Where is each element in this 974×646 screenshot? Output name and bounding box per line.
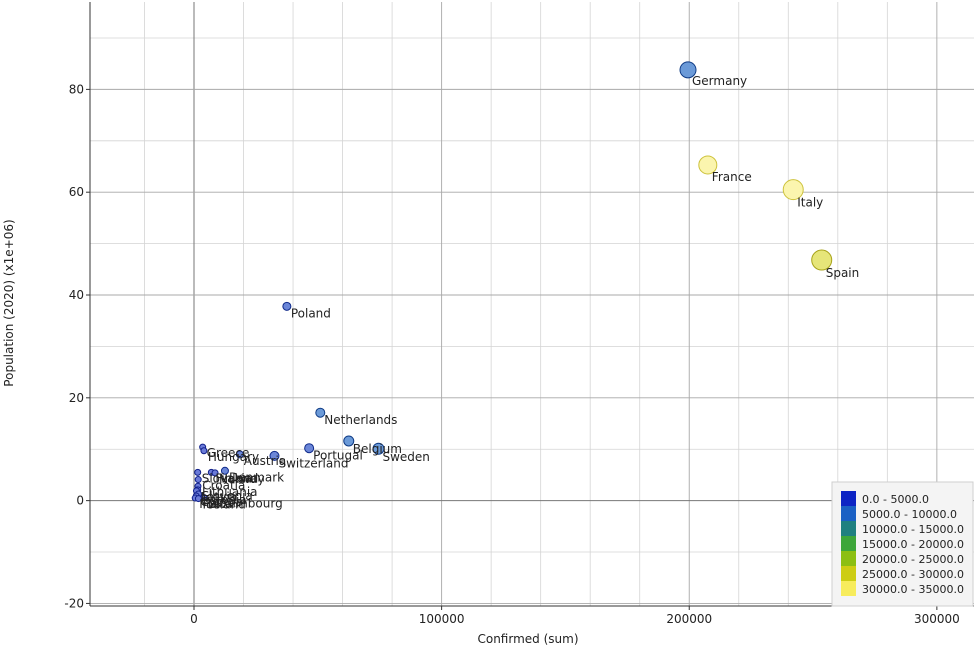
legend-swatch [841, 506, 856, 521]
data-point [200, 447, 208, 455]
data-point-label: Switzerland [278, 456, 348, 470]
y-axis-label: Population (2020) (x1e+06) [2, 219, 16, 386]
x-tick-label: 200000 [666, 612, 712, 626]
data-point-label: Hungary [208, 450, 259, 464]
y-tick-label: 20 [69, 391, 84, 405]
data-point [220, 466, 229, 475]
data-point-label: Spain [826, 266, 860, 280]
legend-swatch [841, 491, 856, 506]
data-point-label: Lithuania [202, 485, 258, 499]
data-point-label: Poland [291, 306, 331, 320]
legend-label: 30000.0 - 35000.0 [862, 583, 964, 596]
data-point-label: Norway [219, 472, 265, 486]
data-point-label: Netherlands [324, 413, 397, 427]
data-point-label: France [712, 170, 752, 184]
data-point-label: Latvia [200, 490, 237, 504]
data-point [194, 476, 202, 484]
legend-label: 10000.0 - 15000.0 [862, 523, 964, 536]
data-point-label: Cyprus [200, 495, 242, 509]
data-point-label: Finland [215, 471, 258, 485]
data-point-label: Portugal [313, 449, 363, 463]
x-axis-label: Confirmed (sum) [477, 632, 578, 646]
data-point-label: Malta [199, 497, 232, 511]
data-point [698, 155, 718, 175]
data-point-label: Italy [797, 196, 823, 210]
legend-swatch [841, 551, 856, 566]
data-point [194, 468, 202, 476]
data-point-label: Sweden [382, 450, 429, 464]
legend-label: 0.0 - 5000.0 [862, 493, 929, 506]
color-legend: 0.0 - 5000.0 5000.0 - 10000.0 10000.0 - 15… [831, 481, 974, 607]
data-point [315, 407, 326, 418]
legend-swatch [841, 566, 856, 581]
legend-label: 20000.0 - 25000.0 [862, 553, 964, 566]
data-point-label: Estonia [202, 493, 246, 507]
x-tick-label: 300000 [914, 612, 960, 626]
data-point [372, 442, 385, 455]
data-point [679, 61, 697, 79]
y-tick-label: 0 [76, 494, 84, 508]
data-point [194, 495, 202, 503]
y-tick-label: -20 [64, 596, 84, 610]
data-point [282, 301, 292, 311]
data-point [235, 450, 244, 459]
x-tick-label: 100000 [419, 612, 465, 626]
data-point-label: Slovakia [202, 471, 252, 485]
data-point [343, 435, 355, 447]
data-point-label: Germany [692, 74, 747, 88]
data-point-label: Greece [207, 446, 250, 460]
data-point-label: Croatia [202, 479, 245, 493]
legend-label: 5000.0 - 10000.0 [862, 508, 957, 521]
data-point-label: Slovenia [202, 489, 253, 503]
legend-swatch [841, 521, 856, 536]
y-tick-label: 60 [69, 185, 84, 199]
y-tick-label: 40 [69, 288, 84, 302]
data-point [304, 443, 315, 454]
data-point [782, 179, 804, 201]
data-point-label: Iceland [202, 498, 245, 512]
x-tick-label: 0 [190, 612, 198, 626]
data-point [811, 249, 833, 271]
tick-labels-layer: 0 100000 200000 300000 -20 0 20 40 60 80 [64, 82, 959, 626]
legend-swatch [841, 536, 856, 551]
data-point-label: Luxembourg [208, 497, 283, 511]
data-point-label: Denmark [229, 470, 284, 484]
data-point-label: Belgium [353, 442, 402, 456]
legend-swatch [841, 581, 856, 596]
points-layer [191, 61, 833, 503]
data-point [269, 450, 280, 461]
data-point-label: Austria [244, 454, 286, 468]
point-labels-layer: Germany France Italy Spain Poland Netherlands… [199, 74, 859, 512]
legend-label: 15000.0 - 20000.0 [862, 538, 964, 551]
y-tick-label: 80 [69, 82, 84, 96]
axes-layer [86, 2, 974, 610]
data-point [211, 469, 219, 477]
legend-label: 25000.0 - 30000.0 [862, 568, 964, 581]
